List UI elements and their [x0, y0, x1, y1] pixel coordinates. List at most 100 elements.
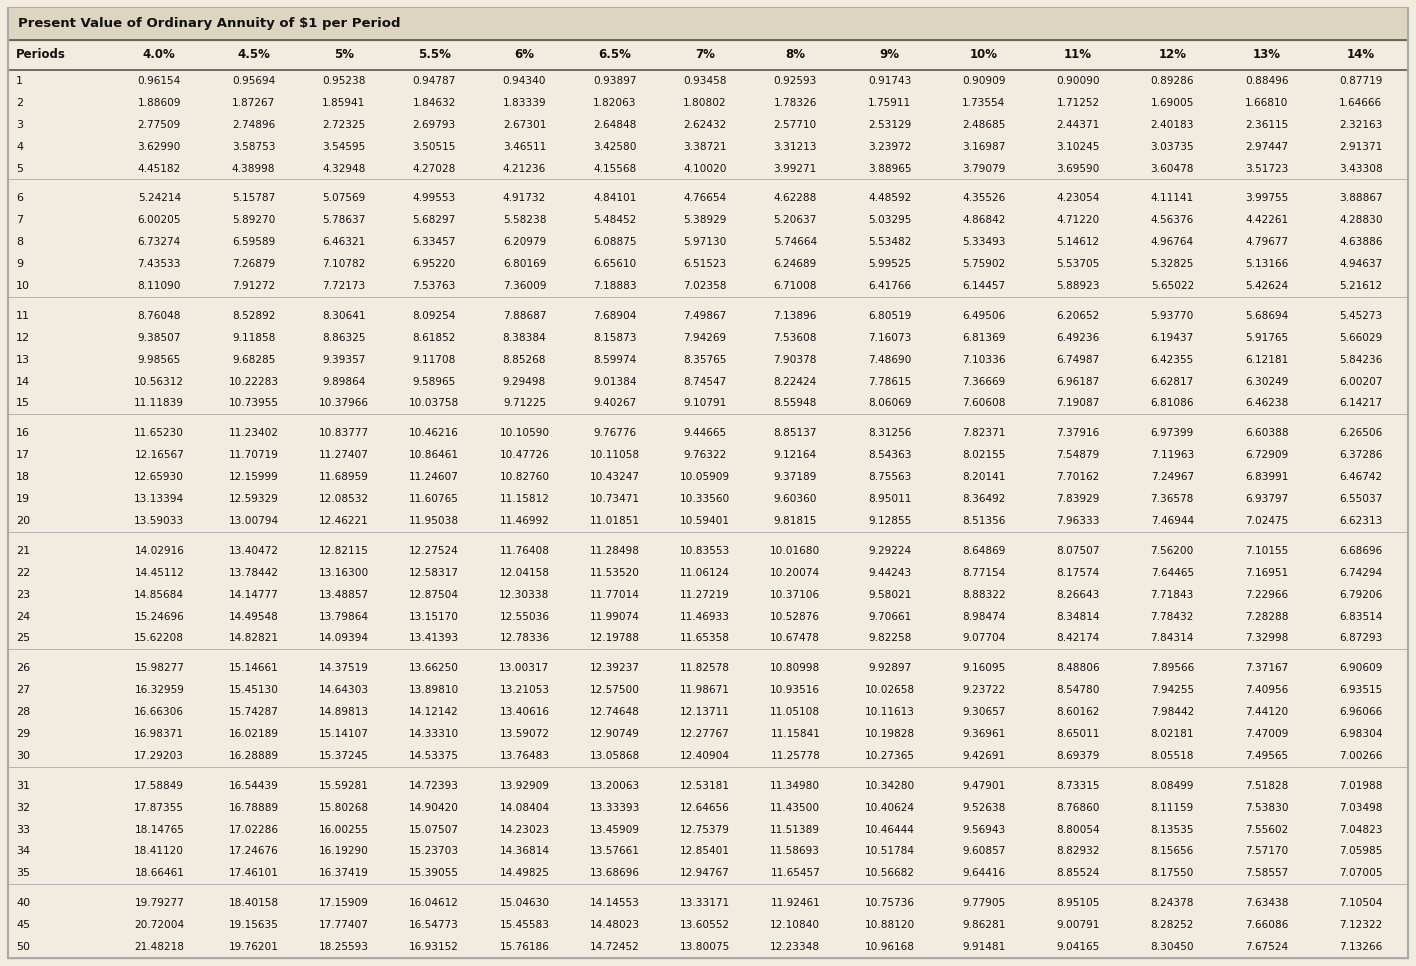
Text: 13.78442: 13.78442 [228, 568, 279, 578]
Text: 10.73955: 10.73955 [228, 398, 279, 409]
Text: 7.49565: 7.49565 [1245, 751, 1289, 761]
Text: 11.01851: 11.01851 [589, 516, 640, 526]
Text: 9.92897: 9.92897 [868, 664, 912, 673]
Text: 7.58557: 7.58557 [1245, 868, 1289, 878]
Text: 3.50515: 3.50515 [412, 142, 456, 152]
Text: 7.54879: 7.54879 [1056, 450, 1100, 460]
Text: 6.00205: 6.00205 [137, 215, 181, 225]
Text: 8.86325: 8.86325 [321, 333, 365, 343]
Text: 16.04612: 16.04612 [409, 898, 459, 908]
Text: 8.24378: 8.24378 [1151, 898, 1194, 908]
Text: 4.23054: 4.23054 [1056, 193, 1100, 204]
Text: 8.61852: 8.61852 [412, 333, 456, 343]
Text: 7: 7 [16, 215, 23, 225]
Text: 8.95105: 8.95105 [1056, 898, 1100, 908]
Text: 8.60162: 8.60162 [1056, 707, 1100, 717]
Text: 6.62313: 6.62313 [1340, 516, 1382, 526]
Text: 9.01384: 9.01384 [593, 377, 636, 386]
Text: 12.19788: 12.19788 [589, 634, 640, 643]
Text: 15.04630: 15.04630 [500, 898, 549, 908]
Text: 16.98371: 16.98371 [135, 729, 184, 739]
Text: 3.79079: 3.79079 [961, 163, 1005, 174]
Text: 9%: 9% [879, 48, 899, 62]
Text: 2.57710: 2.57710 [773, 120, 817, 129]
Text: 12.85401: 12.85401 [680, 846, 731, 857]
Text: 0.93897: 0.93897 [593, 76, 636, 86]
Text: 14.89813: 14.89813 [319, 707, 370, 717]
Text: 7.68904: 7.68904 [593, 311, 636, 321]
Text: 8.74547: 8.74547 [684, 377, 726, 386]
Text: 7.53608: 7.53608 [773, 333, 817, 343]
Text: 12.65930: 12.65930 [135, 472, 184, 482]
Text: 6.19437: 6.19437 [1151, 333, 1194, 343]
Text: 12: 12 [16, 333, 30, 343]
Text: 3.03735: 3.03735 [1151, 142, 1194, 152]
Text: 8.36492: 8.36492 [961, 494, 1005, 504]
Text: 7.24967: 7.24967 [1151, 472, 1194, 482]
Text: 11.34980: 11.34980 [770, 781, 820, 791]
Text: 12.16567: 12.16567 [135, 450, 184, 460]
Text: 11.53520: 11.53520 [589, 568, 640, 578]
Text: 9.89864: 9.89864 [323, 377, 365, 386]
Text: 18.40158: 18.40158 [228, 898, 279, 908]
Text: 10.20074: 10.20074 [770, 568, 820, 578]
Text: 6.49506: 6.49506 [963, 311, 1005, 321]
Text: 7.01988: 7.01988 [1340, 781, 1382, 791]
Text: 3.54595: 3.54595 [323, 142, 365, 152]
Text: 3.58753: 3.58753 [232, 142, 275, 152]
Text: 12.82115: 12.82115 [319, 546, 368, 555]
Text: 8.59974: 8.59974 [593, 355, 636, 365]
Text: 6.46742: 6.46742 [1340, 472, 1382, 482]
Text: 5.99525: 5.99525 [868, 259, 910, 270]
Text: 8.34814: 8.34814 [1056, 611, 1100, 621]
Text: 13.00794: 13.00794 [228, 516, 279, 526]
Text: 12.04158: 12.04158 [500, 568, 549, 578]
Text: 4.10020: 4.10020 [684, 163, 726, 174]
Text: 5.13166: 5.13166 [1245, 259, 1289, 270]
Text: 11.51389: 11.51389 [770, 825, 820, 835]
Text: 1.64666: 1.64666 [1340, 98, 1382, 108]
Text: 18.14765: 18.14765 [135, 825, 184, 835]
Text: 2.91371: 2.91371 [1340, 142, 1382, 152]
Text: 7.89566: 7.89566 [1151, 664, 1194, 673]
Text: 6.46238: 6.46238 [1245, 398, 1289, 409]
Text: 40: 40 [16, 898, 30, 908]
Text: 5.07569: 5.07569 [323, 193, 365, 204]
Text: 12.53181: 12.53181 [680, 781, 731, 791]
Text: 14.02916: 14.02916 [135, 546, 184, 555]
Text: 18.66461: 18.66461 [135, 868, 184, 878]
Text: 9.37189: 9.37189 [773, 472, 817, 482]
Text: 0.95694: 0.95694 [232, 76, 275, 86]
Text: 6.83991: 6.83991 [1245, 472, 1289, 482]
Text: 8: 8 [16, 238, 23, 247]
Text: 6.41766: 6.41766 [868, 281, 910, 291]
Text: 7.66086: 7.66086 [1245, 921, 1289, 930]
Text: 6.46321: 6.46321 [323, 238, 365, 247]
Text: 10.01680: 10.01680 [770, 546, 820, 555]
Text: 5.5%: 5.5% [418, 48, 450, 62]
Text: 14.12142: 14.12142 [409, 707, 459, 717]
Text: 5.68297: 5.68297 [412, 215, 456, 225]
Text: 11.65230: 11.65230 [135, 428, 184, 439]
Text: 6.14217: 6.14217 [1340, 398, 1382, 409]
Text: 9.70661: 9.70661 [868, 611, 912, 621]
Text: 9.00791: 9.00791 [1056, 921, 1100, 930]
Text: 16.02189: 16.02189 [228, 729, 279, 739]
Text: 11.65457: 11.65457 [770, 868, 820, 878]
Text: 2.77509: 2.77509 [137, 120, 181, 129]
Text: 12.30338: 12.30338 [500, 589, 549, 600]
Text: 12.94767: 12.94767 [680, 868, 729, 878]
Text: 10.27365: 10.27365 [865, 751, 915, 761]
Text: 1.80802: 1.80802 [683, 98, 726, 108]
Text: 10.11058: 10.11058 [589, 450, 640, 460]
Text: 2.62432: 2.62432 [684, 120, 726, 129]
Text: 4.27028: 4.27028 [412, 163, 456, 174]
Text: 17.58849: 17.58849 [135, 781, 184, 791]
Text: 9.52638: 9.52638 [961, 803, 1005, 812]
Text: 4: 4 [16, 142, 23, 152]
Text: 7.83929: 7.83929 [1056, 494, 1100, 504]
Text: 7.22966: 7.22966 [1245, 589, 1289, 600]
Text: 6.93797: 6.93797 [1245, 494, 1289, 504]
Text: 6.96066: 6.96066 [1340, 707, 1382, 717]
Text: 14.14777: 14.14777 [229, 589, 279, 600]
